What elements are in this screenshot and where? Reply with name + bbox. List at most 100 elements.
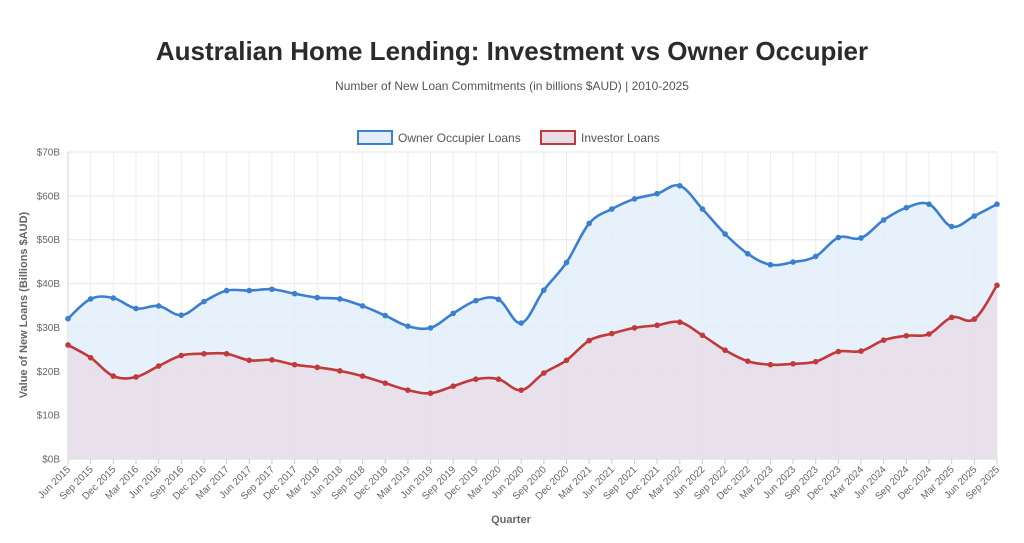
point-investor[interactable] bbox=[880, 337, 887, 343]
point-investor[interactable] bbox=[971, 316, 978, 322]
x-axis-title: Quarter bbox=[491, 514, 531, 526]
point-investor[interactable] bbox=[812, 358, 819, 365]
point-owner-occupier[interactable] bbox=[87, 296, 94, 302]
point-investor[interactable] bbox=[586, 337, 592, 344]
point-owner-occupier[interactable] bbox=[450, 310, 456, 317]
point-owner-occupier[interactable] bbox=[858, 235, 864, 241]
point-investor[interactable] bbox=[790, 361, 796, 367]
point-investor[interactable] bbox=[87, 354, 94, 361]
point-owner-occupier[interactable] bbox=[178, 312, 185, 318]
point-owner-occupier[interactable] bbox=[223, 287, 230, 294]
point-owner-occupier[interactable] bbox=[133, 305, 139, 312]
point-owner-occupier[interactable] bbox=[291, 290, 298, 297]
y-tick-label: $30B bbox=[37, 323, 61, 334]
point-investor[interactable] bbox=[518, 387, 524, 393]
point-investor[interactable] bbox=[948, 314, 955, 321]
area-investor bbox=[68, 285, 997, 459]
point-owner-occupier[interactable] bbox=[269, 286, 275, 293]
point-owner-occupier[interactable] bbox=[541, 287, 547, 293]
point-investor[interactable] bbox=[450, 383, 456, 389]
point-investor[interactable] bbox=[405, 387, 411, 393]
point-owner-occupier[interactable] bbox=[65, 315, 71, 322]
point-investor[interactable] bbox=[269, 357, 275, 363]
point-owner-occupier[interactable] bbox=[631, 196, 638, 202]
point-owner-occupier[interactable] bbox=[518, 320, 524, 326]
point-owner-occupier[interactable] bbox=[926, 201, 932, 207]
point-owner-occupier[interactable] bbox=[563, 259, 570, 266]
point-investor[interactable] bbox=[110, 373, 117, 379]
point-investor[interactable] bbox=[609, 330, 615, 337]
point-owner-occupier[interactable] bbox=[473, 297, 479, 304]
point-investor[interactable] bbox=[744, 358, 751, 364]
point-owner-occupier[interactable] bbox=[699, 206, 706, 212]
point-owner-occupier[interactable] bbox=[654, 190, 660, 197]
point-owner-occupier[interactable] bbox=[405, 323, 411, 329]
point-investor[interactable] bbox=[654, 322, 660, 329]
point-investor[interactable] bbox=[722, 347, 728, 354]
point-owner-occupier[interactable] bbox=[359, 303, 366, 309]
point-owner-occupier[interactable] bbox=[110, 295, 117, 301]
point-investor[interactable] bbox=[903, 332, 910, 339]
point-owner-occupier[interactable] bbox=[812, 253, 819, 260]
legend-swatch-investor bbox=[540, 130, 576, 145]
point-investor[interactable] bbox=[223, 350, 230, 357]
chart-subtitle: Number of New Loan Commitments (in billi… bbox=[335, 79, 689, 93]
point-investor[interactable] bbox=[858, 348, 864, 354]
legend-label-investor: Investor Loans bbox=[581, 131, 660, 145]
point-owner-occupier[interactable] bbox=[744, 250, 751, 257]
point-investor[interactable] bbox=[473, 376, 479, 382]
legend-label-owner-occupier: Owner Occupier Loans bbox=[398, 131, 521, 145]
point-owner-occupier[interactable] bbox=[314, 294, 321, 301]
point-owner-occupier[interactable] bbox=[790, 259, 796, 265]
point-investor[interactable] bbox=[337, 368, 343, 374]
point-investor[interactable] bbox=[291, 361, 298, 368]
point-investor[interactable] bbox=[382, 380, 389, 386]
point-owner-occupier[interactable] bbox=[994, 201, 1000, 207]
legend-item-owner-occupier[interactable]: Owner Occupier Loans bbox=[357, 130, 521, 145]
point-owner-occupier[interactable] bbox=[609, 206, 615, 212]
y-axis-title: Value of New Loans (Billions $AUD) bbox=[18, 211, 30, 398]
point-investor[interactable] bbox=[563, 357, 570, 364]
point-investor[interactable] bbox=[178, 352, 185, 359]
series-layer bbox=[65, 182, 1000, 459]
point-investor[interactable] bbox=[495, 376, 502, 382]
point-owner-occupier[interactable] bbox=[337, 296, 343, 302]
point-owner-occupier[interactable] bbox=[586, 220, 592, 227]
point-owner-occupier[interactable] bbox=[948, 223, 955, 230]
point-investor[interactable] bbox=[631, 325, 638, 331]
point-investor[interactable] bbox=[835, 348, 842, 355]
legend-swatch-owner-occupier bbox=[357, 130, 393, 145]
point-investor[interactable] bbox=[994, 282, 1000, 289]
point-investor[interactable] bbox=[133, 374, 139, 380]
point-owner-occupier[interactable] bbox=[427, 325, 434, 331]
point-owner-occupier[interactable] bbox=[246, 287, 253, 294]
point-owner-occupier[interactable] bbox=[767, 261, 774, 268]
point-investor[interactable] bbox=[676, 319, 683, 325]
point-owner-occupier[interactable] bbox=[382, 312, 389, 319]
point-investor[interactable] bbox=[699, 332, 706, 339]
legend[interactable]: Owner Occupier Loans Investor Loans bbox=[357, 130, 660, 145]
point-owner-occupier[interactable] bbox=[971, 213, 978, 219]
legend-item-investor[interactable]: Investor Loans bbox=[540, 130, 660, 145]
point-owner-occupier[interactable] bbox=[155, 303, 162, 309]
point-investor[interactable] bbox=[246, 357, 253, 364]
point-investor[interactable] bbox=[201, 350, 207, 357]
point-owner-occupier[interactable] bbox=[495, 296, 502, 303]
point-investor[interactable] bbox=[314, 364, 321, 371]
point-owner-occupier[interactable] bbox=[903, 204, 910, 211]
point-investor[interactable] bbox=[359, 373, 366, 379]
point-owner-occupier[interactable] bbox=[880, 217, 887, 223]
point-investor[interactable] bbox=[427, 390, 434, 397]
point-owner-occupier[interactable] bbox=[676, 182, 683, 189]
point-investor[interactable] bbox=[767, 361, 774, 368]
point-investor[interactable] bbox=[155, 363, 162, 369]
point-investor[interactable] bbox=[65, 342, 71, 348]
point-investor[interactable] bbox=[541, 370, 547, 376]
point-owner-occupier[interactable] bbox=[722, 231, 728, 237]
point-investor[interactable] bbox=[926, 331, 932, 337]
point-owner-occupier[interactable] bbox=[835, 234, 842, 241]
y-tick-label: $70B bbox=[37, 148, 61, 159]
point-owner-occupier[interactable] bbox=[201, 298, 207, 305]
